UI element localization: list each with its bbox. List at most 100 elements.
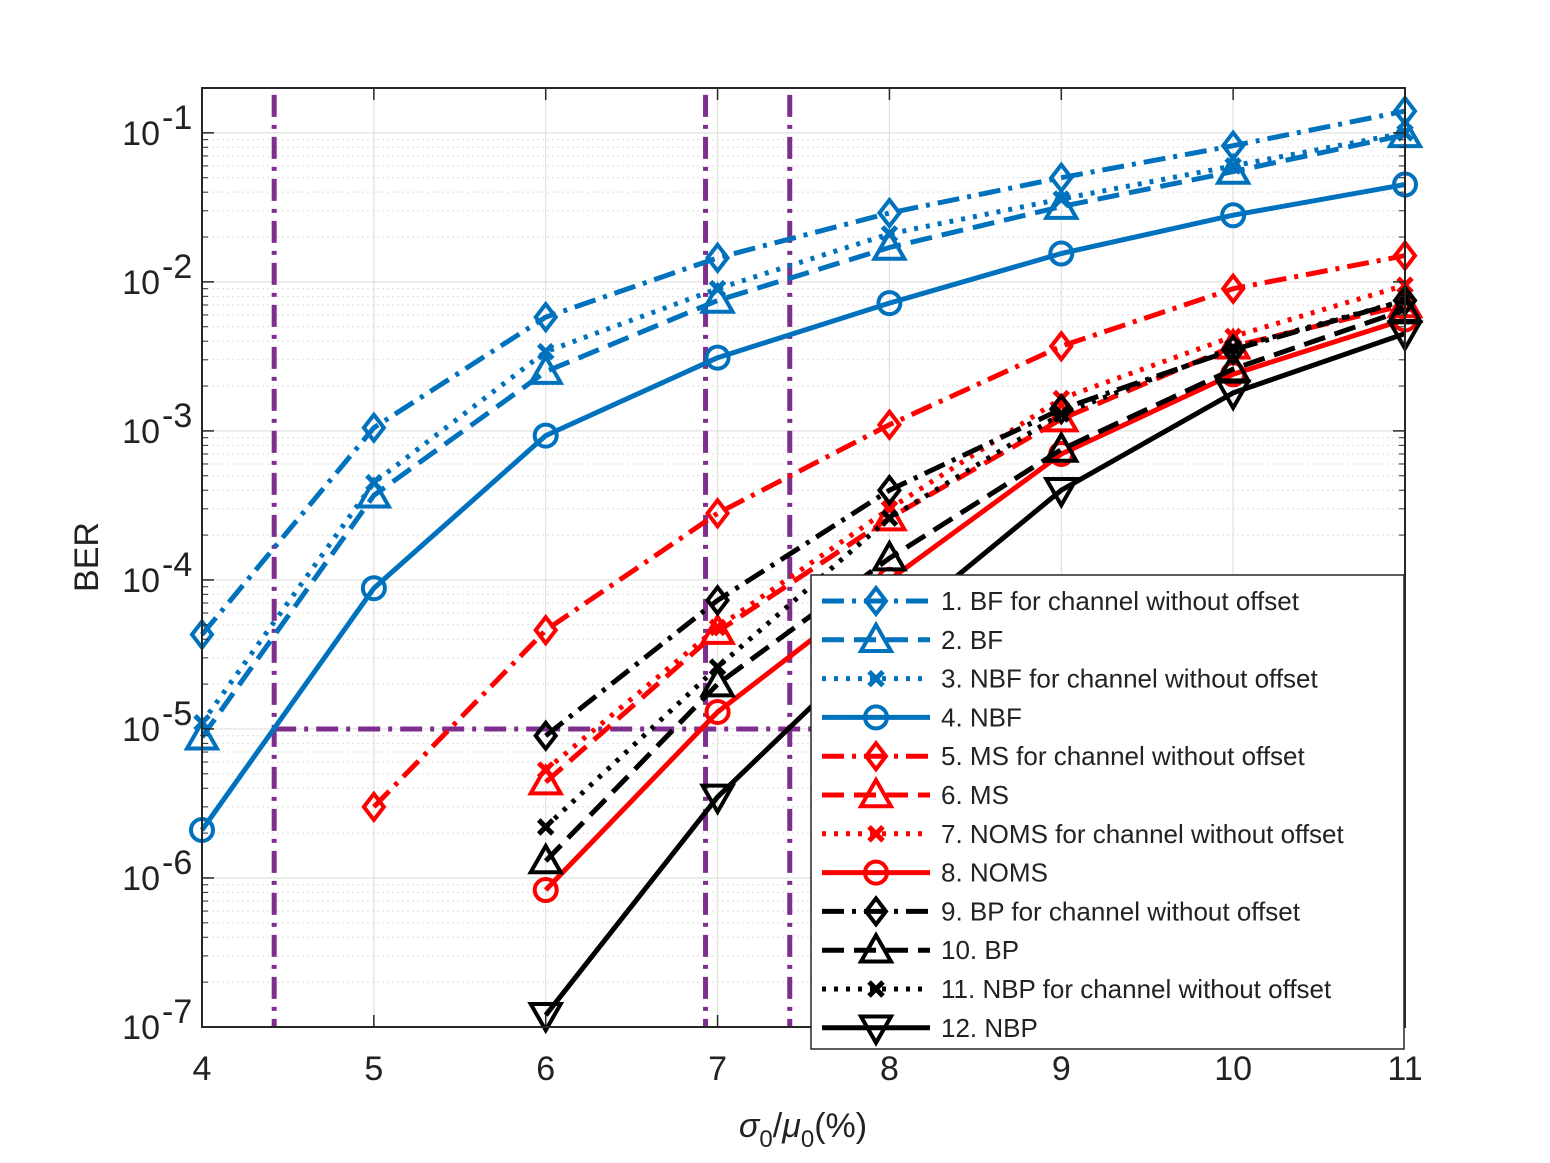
y-tick-label-exponent: -5 [162,695,192,733]
legend-item-10: 10. BP [822,931,1019,965]
x-tick-label: 11 [1387,1050,1422,1088]
legend-label: 11. NBP for channel without offset [941,974,1332,1004]
data-point [536,761,555,779]
y-tick-label: 10 [122,1009,160,1047]
data-point [1042,476,1080,510]
series-line [200,108,1406,637]
data-point [704,698,731,725]
data-point [527,841,565,875]
x-tick-label: 10 [1214,1050,1252,1088]
x-tick-label: 8 [880,1050,899,1088]
x-tick-label: 6 [536,1050,555,1088]
data-point [365,473,383,492]
legend-marker [863,739,889,773]
legend-item-3: 3. NBF for channel without offset [822,664,1318,694]
reference-lines [271,94,924,1027]
legend-marker [857,1014,895,1047]
y-tick-label: 10 [122,413,160,451]
x-tick-labels: 4 5 6 7 8 9 10 11 [193,1050,1423,1088]
plot-border [201,87,1406,1028]
y-axis-label: BER [68,522,106,592]
data-point [1052,405,1071,423]
series-line [543,331,1406,1017]
data-point [876,290,903,317]
legend-marker [867,669,885,688]
series-line [543,307,1406,863]
legend-label: 4. NBF [941,702,1022,732]
data-point [527,1001,565,1035]
data-point [361,790,387,824]
data-point [1220,272,1246,305]
legend-marker [863,859,889,886]
legend-marker [863,895,889,928]
legend-item-8: 8. NOMS [822,858,1048,888]
data-point [870,228,908,261]
data-point [699,612,737,645]
y-tick-label: 10 [122,115,160,153]
data-point [1042,400,1080,433]
x-tick-label: 4 [193,1050,212,1088]
data-point [876,408,902,442]
data-point [1048,240,1075,267]
legend-label: 5. MS for channel without offset [941,741,1305,771]
data-point [1048,392,1074,426]
data-point [1214,152,1252,185]
legend-box [810,574,1405,1050]
legend-marker [857,620,895,654]
data-point [1048,329,1074,363]
legend-marker [857,775,895,809]
y-tick-labels: 10-710-610-510-410-310-210-1 [122,99,192,1047]
legend-marker [863,584,889,618]
data-point [355,476,393,509]
series-line [372,253,1406,809]
y-tick-label-exponent: -4 [162,546,192,584]
legend-label: 10. BP [941,935,1019,965]
x-tick-label: 9 [1052,1050,1071,1088]
data-point [699,281,737,314]
data-point [708,618,727,637]
legend-item-9: 9. BP for channel without offset [822,895,1301,928]
series-line [543,317,1406,892]
data-point [705,241,731,275]
legend-label: 8. NOMS [941,858,1048,888]
y-tick-label: 10 [122,264,160,302]
data-point [527,352,565,385]
data-point [705,584,731,617]
series-layer [183,94,1424,1035]
series-line [199,132,1406,739]
legend-label: 9. BP for channel without offset [941,896,1301,926]
data-point [699,783,737,816]
data-point [361,411,387,445]
x-label-mu: μ [781,1107,801,1145]
data-point [1214,379,1252,412]
data-point [1052,190,1071,208]
y-tick-label-exponent: -3 [162,397,192,435]
legend-items: 1. BF for channel without offset 2. BF 3. … [822,584,1344,1047]
legend-label: 6. MS [941,780,1009,810]
data-point [705,497,731,530]
x-label-mu-sub: 0 [801,1126,814,1153]
y-tick-label: 10 [122,562,160,600]
x-label-sigma-sub: 0 [759,1126,772,1153]
x-tick-label: 5 [364,1050,383,1088]
legend-label: 7. NOMS for channel without offset [941,819,1344,849]
data-point [708,658,727,676]
series-10 [527,290,1424,875]
data-point [536,818,555,836]
legend-item-7: 7. NOMS for channel without offset [822,819,1344,849]
legend-item-6: 6. MS [822,775,1009,810]
data-point [699,665,737,698]
data-point [533,613,559,647]
legend: 1. BF for channel without offset 2. BF 3. … [810,574,1405,1050]
data-point [880,225,899,243]
data-point [360,575,387,602]
legend-marker [867,825,885,843]
y-tick-label: 10 [122,860,160,898]
x-tick-label: 7 [708,1050,727,1088]
data-point [870,539,908,572]
data-point [532,422,559,449]
data-point [1220,202,1247,229]
legend-label: 1. BF for channel without offset [941,586,1300,616]
data-point [1042,430,1080,463]
